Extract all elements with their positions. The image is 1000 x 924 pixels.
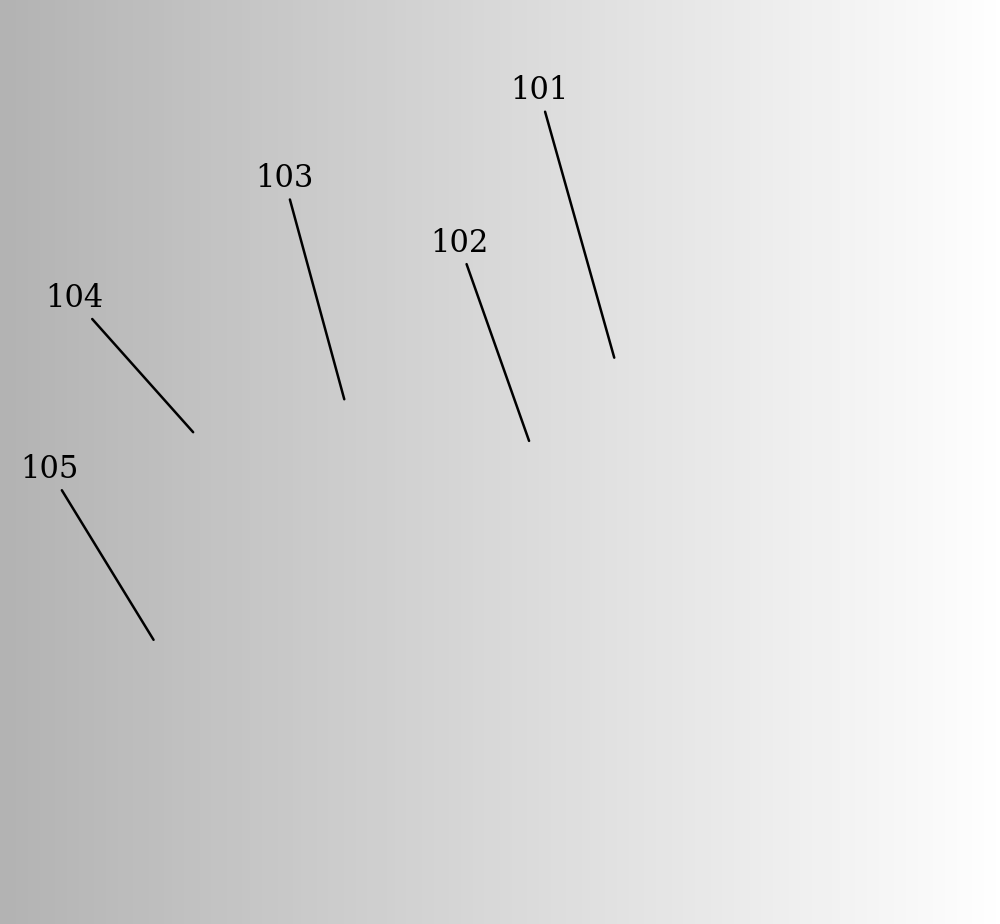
Text: 101: 101 — [510, 75, 614, 358]
Text: 102: 102 — [430, 227, 529, 441]
Text: 104: 104 — [45, 283, 193, 432]
Text: 105: 105 — [20, 454, 154, 639]
Text: 103: 103 — [255, 163, 344, 399]
